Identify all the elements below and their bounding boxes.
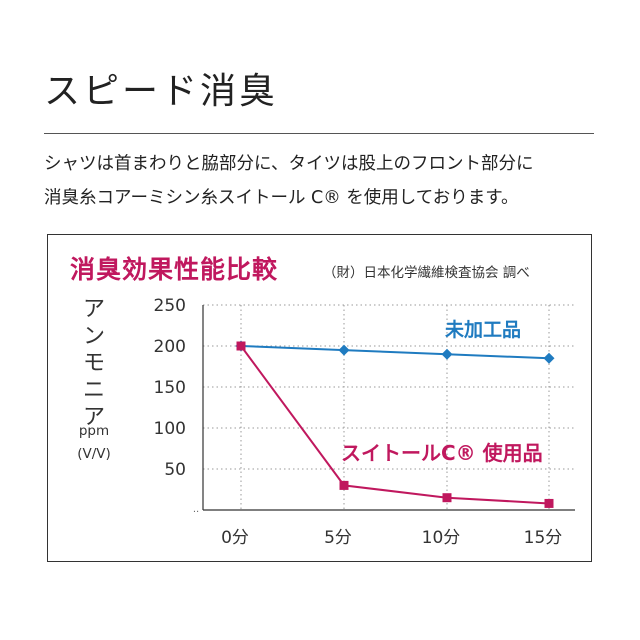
description-line-1: シャツは首まわりと脇部分に、タイツは股上のフロント部分に xyxy=(44,154,534,174)
description-line-2: 消臭糸コアーミシン糸スイトール C® を使用しております。 xyxy=(44,188,519,208)
y-axis-unit-line-1: ppm xyxy=(78,423,110,439)
y-axis-unit-line-2: (V/V) xyxy=(77,446,111,462)
data-point-square xyxy=(236,341,246,351)
description: シャツは首まわりと脇部分に、タイツは股上のフロント部分に 消臭糸コアーミシン糸ス… xyxy=(44,147,604,215)
data-point-square xyxy=(339,480,349,490)
y-tick-label: 50 xyxy=(164,460,186,480)
chart-frame xyxy=(47,234,592,562)
x-tick-label: 15分 xyxy=(524,528,563,548)
series-label: 未加工品 xyxy=(444,318,521,341)
series-line xyxy=(240,345,550,360)
x-tick-label: 0分 xyxy=(221,528,249,548)
y-tick-label: 250 xyxy=(154,296,186,316)
x-tick-label: 5分 xyxy=(324,528,352,548)
title-divider xyxy=(44,133,594,134)
data-point-diamond xyxy=(441,348,453,360)
y-tick-label: 200 xyxy=(154,337,186,357)
series-line xyxy=(240,345,550,505)
data-point-diamond xyxy=(338,344,350,356)
x-tick-label: 10分 xyxy=(422,528,461,548)
chart-title: 消臭効果性能比較 xyxy=(70,255,279,284)
y-axis-label: アンモニア xyxy=(82,297,105,430)
y-zero-dots: .. xyxy=(193,504,199,515)
chart-source-note: （財）日本化学繊維検査協会 調べ xyxy=(323,265,530,281)
data-point-square xyxy=(544,498,554,508)
page-title: スピード消臭 xyxy=(44,71,279,112)
y-tick-label: 100 xyxy=(154,419,186,439)
series-label: スイトールC® 使用品 xyxy=(341,441,543,465)
y-tick-label: 150 xyxy=(154,378,186,398)
y-axis-unit: ppm (V/V) xyxy=(64,420,124,466)
data-point-square xyxy=(442,493,452,503)
data-point-diamond xyxy=(543,352,555,364)
